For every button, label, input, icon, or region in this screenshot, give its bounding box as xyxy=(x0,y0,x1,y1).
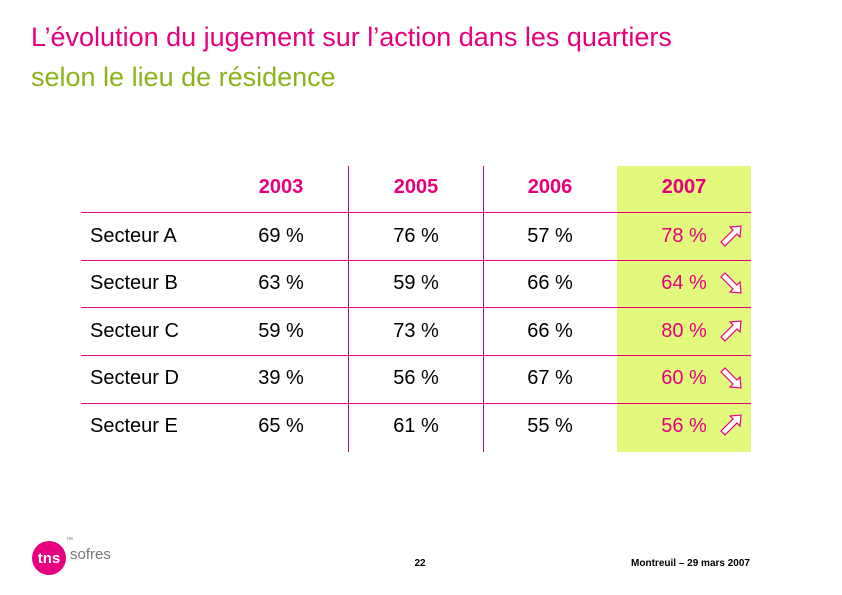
table-cell: 61 % xyxy=(393,415,439,437)
tns-sofres-logo: tns xyxy=(32,541,66,575)
table-cell: 39 % xyxy=(258,367,304,389)
table-cell: 57 % xyxy=(527,225,573,247)
table-cell-2007: 64 % xyxy=(661,272,707,294)
table-cell-2007: 80 % xyxy=(661,320,707,342)
column-header-year: 2006 xyxy=(527,176,573,198)
table-cell: 69 % xyxy=(258,225,304,247)
arrow-up-right-icon xyxy=(720,225,742,247)
slide-title: L’évolution du jugement sur l’action dan… xyxy=(31,22,672,52)
column-divider xyxy=(348,166,349,452)
row-label: Secteur D xyxy=(90,367,179,389)
column-header-year: 2007 xyxy=(661,176,707,198)
arrow-up-right-icon xyxy=(720,414,742,436)
row-label: Secteur E xyxy=(90,415,178,437)
table-cell: 59 % xyxy=(393,272,439,294)
table-cell: 67 % xyxy=(527,367,573,389)
row-label: Secteur B xyxy=(90,272,178,294)
slide-subtitle: selon le lieu de résidence xyxy=(31,62,336,92)
column-divider xyxy=(483,166,484,452)
arrow-up-right-icon xyxy=(720,320,742,342)
table-cell-2007: 60 % xyxy=(661,367,707,389)
table-cell: 63 % xyxy=(258,272,304,294)
row-divider xyxy=(81,355,751,356)
row-divider xyxy=(81,212,751,213)
column-header-year: 2003 xyxy=(258,176,304,198)
table-cell: 76 % xyxy=(393,225,439,247)
row-divider xyxy=(81,403,751,404)
highlight-column-2007 xyxy=(617,166,751,452)
page-number: 22 xyxy=(414,558,426,569)
table-cell-2007: 56 % xyxy=(661,415,707,437)
table-cell: 56 % xyxy=(393,367,439,389)
arrow-down-right-icon xyxy=(720,367,742,389)
footer-date: Montreuil – 29 mars 2007 xyxy=(631,558,750,569)
logo-subtext: sofres xyxy=(70,546,111,563)
table-cell: 65 % xyxy=(258,415,304,437)
row-label: Secteur C xyxy=(90,320,179,342)
table-cell: 66 % xyxy=(527,272,573,294)
table-cell: 59 % xyxy=(258,320,304,342)
table-cell: 73 % xyxy=(393,320,439,342)
table-cell: 66 % xyxy=(527,320,573,342)
table-cell-2007: 78 % xyxy=(661,225,707,247)
table-cell: 55 % xyxy=(527,415,573,437)
row-label: Secteur A xyxy=(90,225,177,247)
arrow-down-right-icon xyxy=(720,272,742,294)
logo-trademark: ™ xyxy=(66,537,73,544)
row-divider xyxy=(81,307,751,308)
column-header-year: 2005 xyxy=(393,176,439,198)
row-divider xyxy=(81,260,751,261)
logo-main-text: tns xyxy=(38,550,61,567)
